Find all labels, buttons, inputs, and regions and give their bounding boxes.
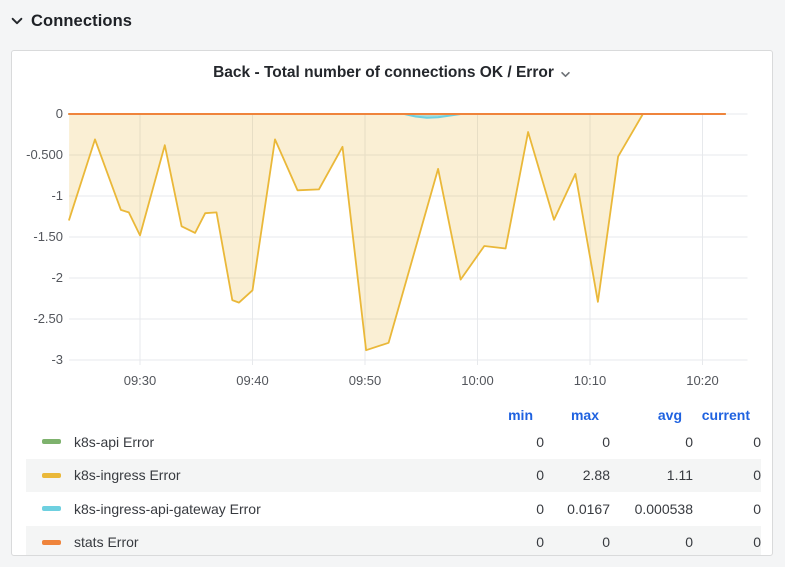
series-current-value: 0 — [753, 500, 761, 517]
series-color-swatch — [42, 472, 61, 478]
x-axis-tick-label: 10:00 — [461, 373, 494, 388]
x-axis-tick-label: 09:40 — [236, 373, 269, 388]
legend-sort-min[interactable]: min — [508, 406, 533, 423]
legend-row[interactable]: k8s-ingress-api-gateway Error 0 0.0167 0… — [26, 492, 761, 526]
y-axis-tick-label: -0.500 — [26, 147, 63, 162]
time-series-plot — [68, 113, 748, 365]
series-label[interactable]: k8s-api Error — [74, 433, 155, 450]
series-current-value: 0 — [753, 467, 761, 484]
series-max-value: 0 — [602, 433, 610, 450]
dashboard-row-connections[interactable]: Connections — [10, 6, 132, 36]
y-axis-tick-label: -2 — [51, 270, 63, 285]
row-title: Connections — [31, 11, 133, 30]
series-max-value: 0.0167 — [567, 500, 610, 517]
series-avg-value: 0.000538 — [634, 500, 693, 517]
series-label[interactable]: k8s-ingress Error — [74, 467, 181, 484]
series-color-swatch — [42, 539, 61, 545]
series-avg-value: 0 — [685, 534, 693, 551]
panel-title-button[interactable]: Back - Total number of connections OK / … — [12, 59, 772, 87]
series-color-swatch — [42, 506, 61, 512]
x-axis-tick-label: 10:10 — [573, 373, 607, 388]
graph-panel: Back - Total number of connections OK / … — [11, 50, 773, 556]
series-min-value: 0 — [536, 433, 544, 450]
legend-sort-current[interactable]: current — [701, 406, 750, 423]
y-axis-tick-label: -1.50 — [33, 229, 63, 244]
series-label[interactable]: stats Error — [74, 534, 139, 551]
series-avg-value: 1.11 — [666, 467, 693, 484]
x-axis-tick-label: 09:30 — [123, 373, 157, 388]
y-axis-tick-label: -2.50 — [33, 311, 63, 326]
legend-row[interactable]: k8s-api Error 0 0 0 0 — [26, 425, 761, 459]
series-min-value: 0 — [536, 534, 544, 551]
panel-title: Back - Total number of connections OK / … — [213, 64, 554, 81]
series-max-value: 2.88 — [582, 467, 610, 484]
series-color-swatch — [42, 439, 61, 445]
y-axis-tick-label: 0 — [55, 106, 63, 121]
chevron-down-icon — [561, 71, 570, 77]
series-current-value: 0 — [753, 433, 761, 450]
series-current-value: 0 — [753, 534, 761, 551]
x-axis-tick-label: 10:20 — [686, 373, 719, 388]
legend-header-row: min max avg current — [26, 404, 761, 425]
series-min-value: 0 — [536, 467, 544, 484]
series-min-value: 0 — [536, 500, 544, 517]
legend-sort-avg[interactable]: avg — [657, 406, 682, 423]
series-avg-value: 0 — [685, 433, 693, 450]
legend-row[interactable]: k8s-ingress Error 0 2.88 1.11 0 — [26, 458, 761, 492]
legend-row[interactable]: stats Error 0 0 0 0 — [26, 525, 761, 555]
legend-table: min max avg current k8s-api Error 0 0 0 … — [26, 404, 761, 555]
series-max-value: 0 — [602, 534, 610, 551]
y-axis-tick-label: -1 — [51, 188, 63, 203]
series-label[interactable]: k8s-ingress-api-gateway Error — [74, 500, 261, 517]
chevron-down-icon — [11, 17, 23, 25]
x-axis-tick-label: 09:50 — [348, 373, 382, 388]
legend-sort-max[interactable]: max — [570, 406, 599, 423]
y-axis-tick-label: -3 — [51, 352, 63, 367]
